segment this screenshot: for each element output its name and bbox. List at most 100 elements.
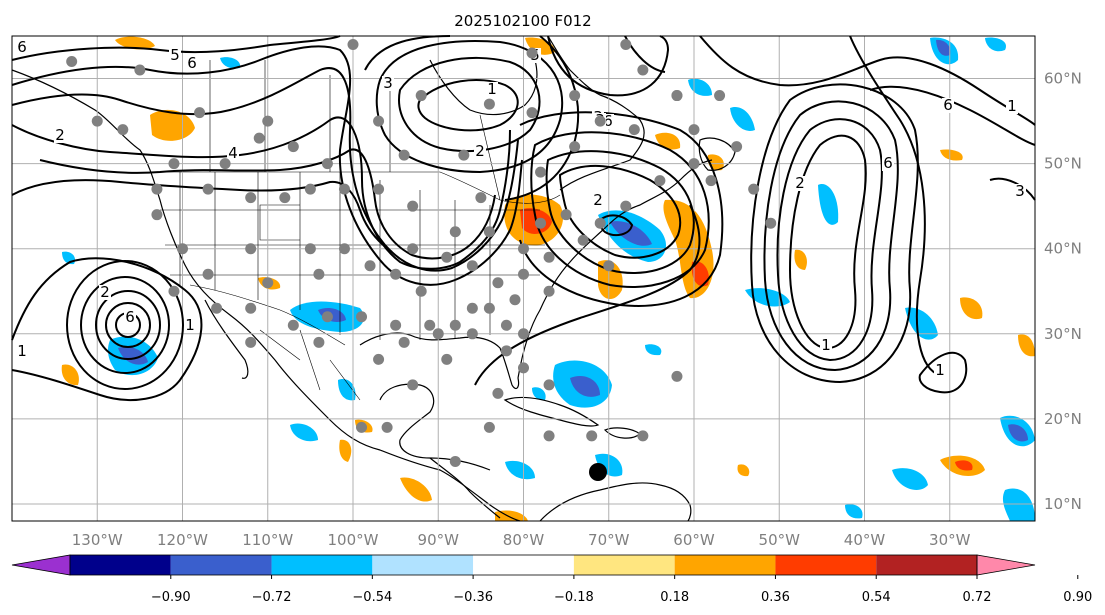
station-dot (688, 124, 700, 136)
station-dot (287, 141, 299, 153)
contour-label-bg (16, 344, 28, 359)
warm-patch (598, 260, 623, 300)
colorbar-segment (170, 555, 272, 575)
warm-patch (955, 460, 973, 471)
contour-line (39, 148, 496, 260)
station-dot (279, 192, 291, 204)
contour-line (763, 100, 899, 372)
station-dot (356, 421, 368, 433)
station-dot (637, 64, 649, 76)
station-dot (245, 336, 257, 348)
cool-patch (730, 106, 755, 131)
colorbar-tick-label: 0.18 (660, 590, 689, 605)
mexico-states (259, 329, 361, 401)
colorbar-tick-label: 0.72 (963, 590, 992, 605)
colorbar-tick-label: −0.54 (352, 590, 392, 605)
colorbar-tick-label: −0.18 (554, 590, 594, 605)
colorbar-segment (271, 555, 373, 575)
station-dot (586, 430, 598, 442)
contour-line (11, 67, 519, 272)
colorbar-segment (674, 555, 776, 575)
contour-label: 6 (943, 96, 953, 114)
contour-line (849, 35, 941, 376)
contour-label: 4 (228, 144, 238, 162)
contour-label-bg (169, 48, 181, 63)
station-dot (441, 353, 453, 365)
contour-line (547, 35, 670, 97)
station-dot (398, 149, 410, 161)
station-dot (338, 243, 350, 255)
station-dot (194, 107, 206, 119)
contour-label-bg (820, 338, 832, 353)
warm-patch (339, 439, 352, 462)
station-dot (66, 56, 78, 68)
station-dot (765, 217, 777, 229)
south-america-coast (539, 482, 692, 522)
colorbar-tick-label: −0.36 (453, 590, 493, 605)
station-dot (543, 430, 555, 442)
hudson-bay (429, 59, 538, 116)
station-dot (407, 200, 419, 212)
station-dot (569, 141, 581, 153)
station-dot (466, 302, 478, 314)
cool-patch (610, 221, 652, 246)
contour-line (80, 276, 170, 374)
station-dot (500, 319, 512, 331)
contour-label: 6 (125, 308, 135, 326)
contour-label-bg (99, 285, 111, 300)
station-dot (509, 294, 521, 306)
contour-label-bg (882, 156, 894, 171)
warm-patch (61, 364, 79, 386)
station-dot (569, 90, 581, 102)
cool-patch (1008, 424, 1028, 442)
longitude-labels: 130°W 120°W 110°W 100°W 90°W 80°W 70°W 60°W 50°W… (72, 531, 971, 549)
warm-patch (400, 477, 432, 502)
contour-line (95, 290, 161, 360)
station-dot (253, 132, 265, 144)
contour-label-bg (1006, 99, 1018, 114)
station-dot (91, 115, 103, 127)
colorbar-extend-high (976, 554, 1036, 576)
station-dot (390, 319, 402, 331)
station-dot (373, 115, 385, 127)
longitude-tick-label: 30°W (929, 531, 971, 549)
contour-line (105, 302, 151, 348)
station-dot (151, 209, 163, 221)
cool-patch (905, 307, 938, 340)
station-dot (731, 141, 743, 153)
station-dot (219, 158, 231, 170)
latitude-tick-label: 20°N (1044, 410, 1082, 428)
colorbar-segment (70, 555, 171, 575)
station-dot (705, 175, 717, 187)
station-dot (117, 124, 129, 136)
station-dot (373, 183, 385, 195)
colorbar-segment (775, 555, 877, 575)
station-dot (671, 90, 683, 102)
longitude-tick-label: 100°W (328, 531, 379, 549)
colorbar-tick-label: 0.36 (761, 590, 790, 605)
station-dot (441, 251, 453, 263)
station-dot (347, 39, 359, 51)
contour-label: 2 (100, 283, 110, 301)
contour-line (750, 83, 919, 384)
cool-patch (985, 37, 1006, 52)
station-dot (518, 362, 529, 374)
contour-label-bg (382, 76, 394, 91)
cool-patch (645, 344, 662, 356)
station-dot (364, 260, 376, 272)
station-dot (177, 243, 188, 255)
map-frame (11, 35, 1036, 522)
contour-label: 1 (935, 361, 945, 379)
station-dot (432, 328, 444, 340)
colorbar-tick-label: −0.90 (151, 590, 191, 605)
colorbar-tick-label: 0.54 (862, 590, 891, 605)
contour-line (776, 118, 883, 362)
storm-marker (589, 463, 607, 481)
contour-line (11, 45, 523, 286)
station-dot (475, 192, 487, 204)
contour-label-bg (1014, 184, 1026, 199)
central-america (429, 457, 501, 519)
contour-line (11, 179, 393, 253)
station-dot (748, 183, 760, 195)
